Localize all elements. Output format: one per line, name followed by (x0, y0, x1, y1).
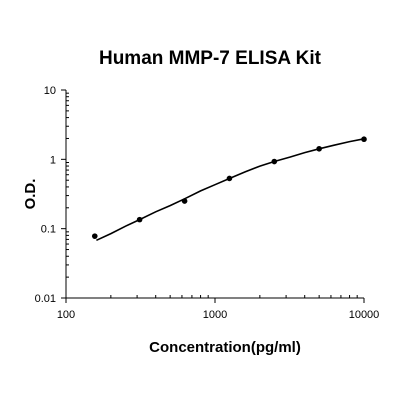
ticks: 0.01 0.1 1 10 100 1000 10000 (35, 85, 380, 321)
data-point (361, 136, 367, 143)
data-point (181, 198, 188, 204)
y-tick-label: 10 (44, 85, 56, 97)
y-tick-label: 1 (50, 154, 56, 166)
y-axis-label: O.D. (22, 179, 39, 210)
x-tick-label: 10000 (349, 309, 380, 321)
fit-curve-layer (96, 138, 365, 242)
data-point (316, 145, 322, 152)
chart-title: Human MMP-7 ELISA Kit (99, 48, 322, 69)
data-point (226, 175, 233, 182)
data-points-layer (91, 136, 367, 239)
x-tick-label: 1000 (203, 309, 227, 321)
y-tick-label: 0.1 (41, 224, 56, 236)
data-point (91, 233, 98, 239)
fit-curve-line (96, 138, 365, 242)
x-tick-label: 100 (57, 309, 75, 321)
axes (65, 90, 364, 299)
y-tick-label: 0.01 (35, 293, 56, 305)
data-point (271, 158, 278, 165)
data-point (136, 216, 143, 223)
x-axis-label: Concentration(pg/ml) (149, 339, 301, 356)
